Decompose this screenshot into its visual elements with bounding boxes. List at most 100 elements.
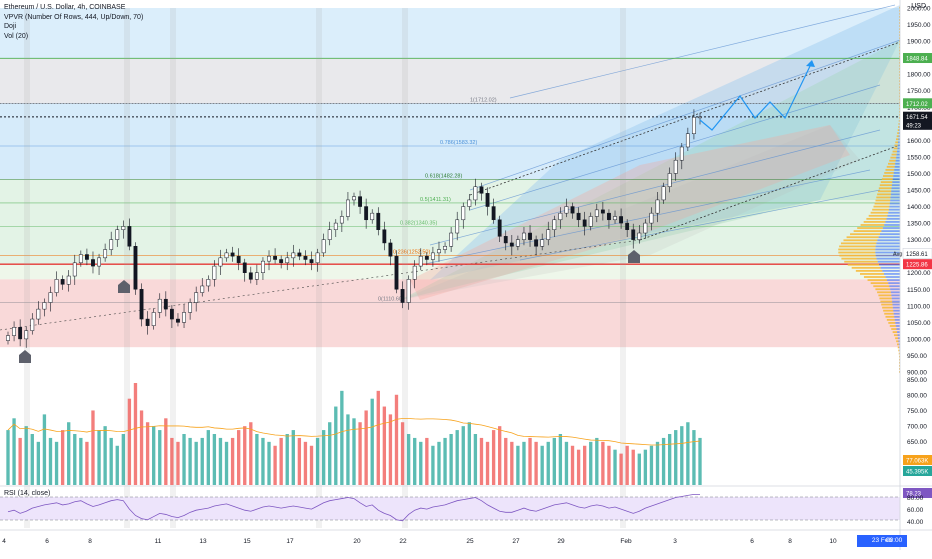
candle-body — [577, 213, 580, 220]
vpvr-down-bar — [884, 224, 900, 226]
volume-bar — [437, 442, 440, 485]
volume-bar — [79, 438, 82, 485]
volume-bar — [443, 438, 446, 485]
price-badge-label: 1225.86 — [906, 263, 928, 269]
volume-bar — [656, 442, 659, 485]
vpvr-up-bar — [894, 334, 898, 336]
time-tick-label: 15 — [243, 538, 251, 545]
fib-label-1: 0.786(1583.32) — [440, 140, 477, 146]
time-tick-label: 6 — [750, 538, 754, 545]
candle-body — [371, 213, 374, 220]
candle-body — [225, 253, 228, 258]
candle-body — [273, 256, 276, 259]
vpvr-down-bar — [891, 197, 900, 199]
vpvr-down-bar — [892, 298, 900, 300]
volume-bar — [37, 442, 40, 485]
candle-body — [286, 258, 289, 263]
vpvr-down-bar — [886, 276, 900, 278]
volume-bar — [553, 438, 556, 485]
vpvr-up-bar — [899, 56, 900, 58]
doji-indicator-label: Doji — [4, 22, 143, 32]
vpvr-down-bar — [893, 175, 900, 177]
vpvr-down-bar — [880, 233, 900, 235]
vpvr-up-bar — [882, 307, 893, 309]
volume-bar — [377, 391, 380, 485]
vpvr-down-bar — [879, 264, 900, 266]
candle-body — [110, 240, 113, 250]
volume-bar — [322, 430, 325, 485]
volume-bar — [644, 450, 647, 485]
candle-body — [195, 293, 198, 303]
candle-body — [565, 207, 568, 214]
vpvr-up-bar — [868, 279, 887, 281]
vpvr-up-bar — [897, 343, 899, 345]
volume-bar — [213, 434, 216, 485]
vpvr-down-bar — [890, 203, 900, 205]
candle-body — [55, 279, 58, 292]
volume-bar — [304, 442, 307, 485]
vpvr-down-bar — [894, 172, 900, 174]
volume-bar — [25, 426, 28, 485]
vpvr-up-bar — [899, 89, 900, 91]
vpvr-down-bar — [897, 154, 900, 156]
volume-bar — [340, 391, 343, 485]
price-tick-label: 1200.00 — [907, 270, 931, 277]
time-tick-label: 11 — [155, 538, 162, 545]
candle-body — [182, 312, 185, 322]
vpvr-up-bar — [883, 310, 893, 312]
volume-bar — [462, 426, 465, 485]
candle-body — [468, 200, 471, 207]
volume-bar — [480, 438, 483, 485]
candle-body — [213, 266, 216, 279]
candle-body — [49, 293, 52, 303]
candle-body — [279, 259, 282, 262]
vpvr-down-bar — [889, 206, 900, 208]
candle-body — [328, 230, 331, 240]
candle-body — [407, 279, 410, 302]
vpvr-down-bar — [879, 236, 900, 238]
volume-bar — [571, 446, 574, 485]
vpvr-up-bar — [893, 151, 897, 153]
candle-body — [170, 309, 173, 319]
volume-bar — [510, 442, 513, 485]
volume-bar — [516, 446, 519, 485]
vpvr-up-bar — [888, 322, 895, 324]
vpvr-up-bar — [899, 16, 900, 18]
price-tick-label: 1100.00 — [907, 303, 930, 310]
vpvr-up-bar — [871, 212, 889, 214]
fib-label-5: 0.236(1252.50) — [393, 250, 430, 256]
vpvr-up-bar — [898, 126, 899, 128]
vpvr-up-bar — [861, 224, 885, 226]
fib-label-3: 0.5(1411.31) — [420, 197, 451, 203]
volume-bar — [170, 438, 173, 485]
candle-body — [243, 263, 246, 273]
volume-tick-label: 850.00 — [907, 377, 927, 384]
vpvr-up-bar — [899, 368, 900, 370]
candle-body — [134, 246, 137, 289]
vpvr-up-bar — [899, 105, 900, 107]
vpvr-down-bar — [892, 304, 900, 306]
volume-bar — [686, 422, 689, 485]
volume-bar — [67, 422, 70, 485]
vpvr-up-bar — [899, 74, 900, 76]
candle-body — [686, 134, 689, 147]
vpvr-down-bar — [895, 322, 900, 324]
volume-bar — [625, 446, 628, 485]
vpvr-down-bar — [892, 184, 900, 186]
vpvr-up-bar — [899, 86, 900, 88]
candle-body — [43, 303, 46, 310]
price-tick-label: 1150.00 — [907, 287, 930, 294]
vpvr-down-bar — [883, 227, 900, 229]
vpvr-down-bar — [889, 285, 900, 287]
volume-bar — [316, 438, 319, 485]
volume-bar — [486, 442, 489, 485]
candle-body — [128, 226, 131, 246]
volume-bar — [559, 434, 562, 485]
volume-bar — [698, 438, 701, 485]
volume-bar — [650, 446, 653, 485]
vpvr-up-bar — [875, 288, 890, 290]
volume-bar — [401, 422, 404, 485]
candle-body — [698, 117, 701, 118]
vpvr-down-bar — [895, 163, 900, 165]
